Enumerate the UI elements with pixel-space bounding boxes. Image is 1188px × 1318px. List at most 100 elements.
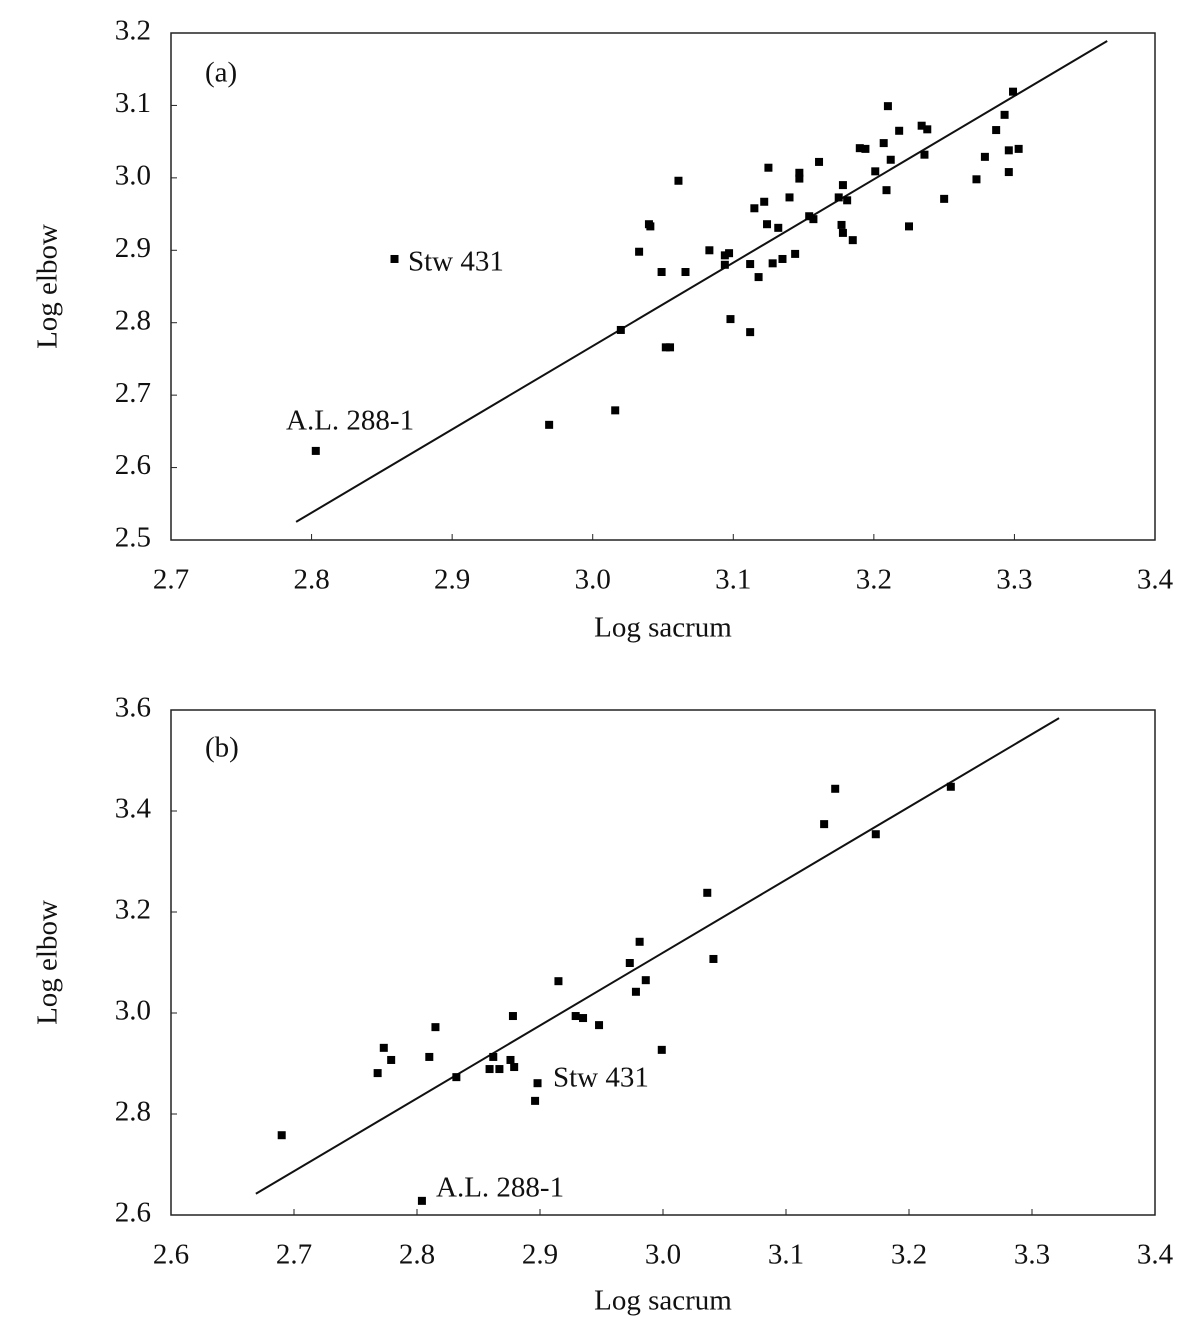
point <box>661 343 670 352</box>
point <box>754 273 763 282</box>
annotation: A.L. 288-1 <box>436 1172 564 1204</box>
y-tick-label: 2.7 <box>115 377 151 409</box>
point <box>1004 168 1013 177</box>
point <box>1014 144 1023 153</box>
y-tick-label: 2.8 <box>115 1096 151 1128</box>
point <box>508 1012 517 1021</box>
annotation: (a) <box>205 57 237 89</box>
y-tick-label: 2.5 <box>115 522 151 554</box>
x-axis-label: Log sacrum <box>594 612 732 644</box>
point <box>778 254 787 263</box>
y-axis-label: Log elbow <box>32 224 64 349</box>
point <box>431 1023 440 1032</box>
annotation: Stw 431 <box>553 1062 649 1094</box>
point <box>837 220 846 229</box>
point <box>641 976 650 985</box>
x-tick-label: 3.3 <box>1014 1239 1050 1271</box>
point <box>616 325 625 334</box>
point <box>871 830 880 839</box>
point <box>533 1079 542 1088</box>
point <box>791 249 800 258</box>
y-tick-label: 2.9 <box>115 232 151 264</box>
point <box>838 228 847 237</box>
point <box>720 260 729 269</box>
point <box>709 954 718 963</box>
x-tick-label: 2.9 <box>434 564 470 596</box>
point <box>452 1073 461 1082</box>
point <box>946 782 955 791</box>
point <box>657 1045 666 1054</box>
point <box>843 196 852 205</box>
point <box>768 259 777 268</box>
point <box>485 1065 494 1074</box>
point <box>940 194 949 203</box>
y-tick-label: 3.0 <box>115 995 151 1027</box>
point <box>764 163 773 172</box>
fit-line <box>255 717 1060 1195</box>
y-tick-label: 2.6 <box>115 1197 151 1229</box>
y-tick-label: 3.0 <box>115 160 151 192</box>
point <box>785 193 794 202</box>
x-tick-label: 2.7 <box>276 1239 312 1271</box>
point <box>657 268 666 277</box>
point <box>725 249 734 258</box>
point <box>390 254 399 263</box>
point <box>1000 110 1009 119</box>
point <box>646 222 655 231</box>
x-tick-label: 3.1 <box>715 564 751 596</box>
y-tick-label: 3.6 <box>115 692 151 724</box>
point <box>611 406 620 415</box>
point <box>489 1052 498 1061</box>
x-tick-label: 3.3 <box>996 564 1032 596</box>
x-tick-label: 2.6 <box>153 1239 189 1271</box>
point <box>861 144 870 153</box>
point <box>883 102 892 111</box>
point <box>820 820 829 829</box>
point <box>674 176 683 185</box>
x-tick-label: 3.4 <box>1137 564 1174 596</box>
point <box>545 420 554 429</box>
point <box>848 236 857 245</box>
y-tick-label: 3.1 <box>115 87 151 119</box>
point <box>631 987 640 996</box>
point <box>720 251 729 260</box>
point <box>703 888 712 897</box>
point <box>531 1096 540 1105</box>
point <box>882 186 891 195</box>
point <box>417 1196 426 1205</box>
x-tick-label: 3.0 <box>645 1239 681 1271</box>
y-tick-label: 2.8 <box>115 304 151 336</box>
y-axis-label: Log elbow <box>32 900 64 1025</box>
point <box>311 446 320 455</box>
point <box>506 1055 515 1064</box>
x-tick-label: 2.8 <box>399 1239 435 1271</box>
point <box>635 937 644 946</box>
point <box>795 174 804 183</box>
point <box>554 977 563 986</box>
point <box>905 222 913 231</box>
point <box>387 1055 396 1064</box>
x-axis-label: Log sacrum <box>594 1285 732 1317</box>
point <box>510 1063 519 1072</box>
y-tick-label: 2.6 <box>115 449 151 481</box>
point <box>425 1052 434 1061</box>
point <box>726 315 735 324</box>
point <box>920 150 929 159</box>
annotation: (b) <box>205 732 239 764</box>
point <box>815 157 824 166</box>
annotation: A.L. 288-1 <box>286 405 414 437</box>
point <box>277 1131 286 1140</box>
point <box>879 139 888 148</box>
x-tick-label: 3.1 <box>768 1239 804 1271</box>
point <box>980 152 989 161</box>
point <box>495 1065 504 1074</box>
x-tick-label: 3.4 <box>1137 1239 1174 1271</box>
point <box>895 126 904 135</box>
y-tick-label: 3.2 <box>115 894 151 926</box>
point <box>760 197 769 206</box>
point <box>625 959 634 968</box>
plot-frame <box>170 32 1156 541</box>
point <box>917 121 926 130</box>
x-tick-label: 2.9 <box>522 1239 558 1271</box>
